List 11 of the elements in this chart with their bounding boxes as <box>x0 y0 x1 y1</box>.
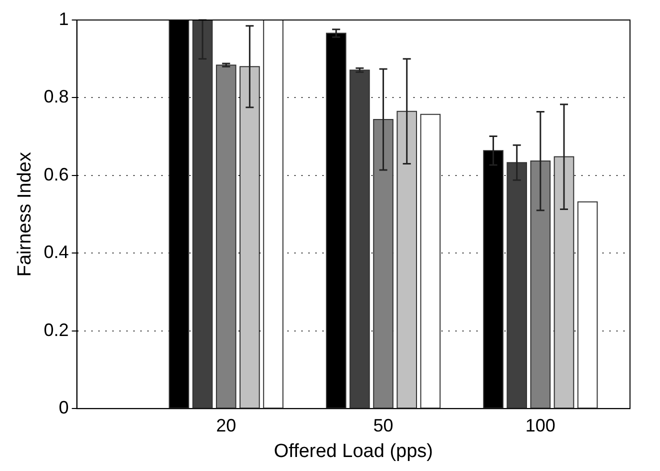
y-tick-label: 0.4 <box>44 242 69 262</box>
x-tick-label: 20 <box>216 415 236 436</box>
y-tick-label: 0.2 <box>44 320 69 340</box>
x-tick-label: 50 <box>373 415 394 436</box>
x-tick-label: 100 <box>525 415 556 436</box>
y-tick-label: 0.8 <box>44 86 69 107</box>
y-tick-label: 1 <box>58 8 69 29</box>
y-axis-title: Fairness Index <box>14 152 36 277</box>
x-axis-title: Offered Load (pps) <box>274 440 433 462</box>
y-tick-label: 0 <box>58 398 69 418</box>
y-tick-label: 0.6 <box>44 164 69 184</box>
